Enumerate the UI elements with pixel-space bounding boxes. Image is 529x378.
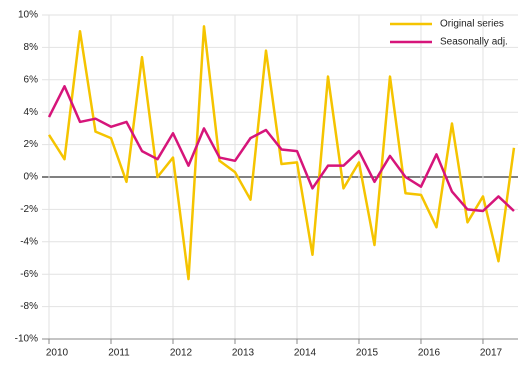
y-tick-label: -8% [20, 301, 38, 312]
x-tick-label: 2012 [170, 348, 193, 359]
series-line [47, 85, 515, 213]
y-tick-label: -2% [20, 204, 38, 215]
y-tick-label: 2% [24, 139, 39, 150]
y-tick-label: 4% [24, 107, 39, 118]
x-tick-label: 2016 [418, 348, 441, 359]
x-tick-label: 2015 [356, 348, 379, 359]
x-tick-label: 2014 [294, 348, 317, 359]
y-tick-label: -6% [20, 269, 38, 280]
x-tick-label: 2011 [108, 348, 130, 359]
x-tick-label: 2010 [46, 348, 69, 359]
x-tick-label: 2017 [480, 348, 503, 359]
y-tick-label: 0% [24, 172, 39, 183]
legend-label: Seasonally adj. [440, 37, 508, 48]
y-tick-label: 10% [18, 10, 38, 21]
y-tick-label: -4% [20, 236, 38, 247]
legend-label: Original series [440, 19, 504, 30]
series-line [47, 25, 516, 281]
y-tick-label: 6% [24, 74, 39, 85]
y-tick-label: 8% [24, 42, 39, 53]
y-tick-label: -10% [15, 334, 38, 345]
x-tick-label: 2013 [232, 348, 255, 359]
